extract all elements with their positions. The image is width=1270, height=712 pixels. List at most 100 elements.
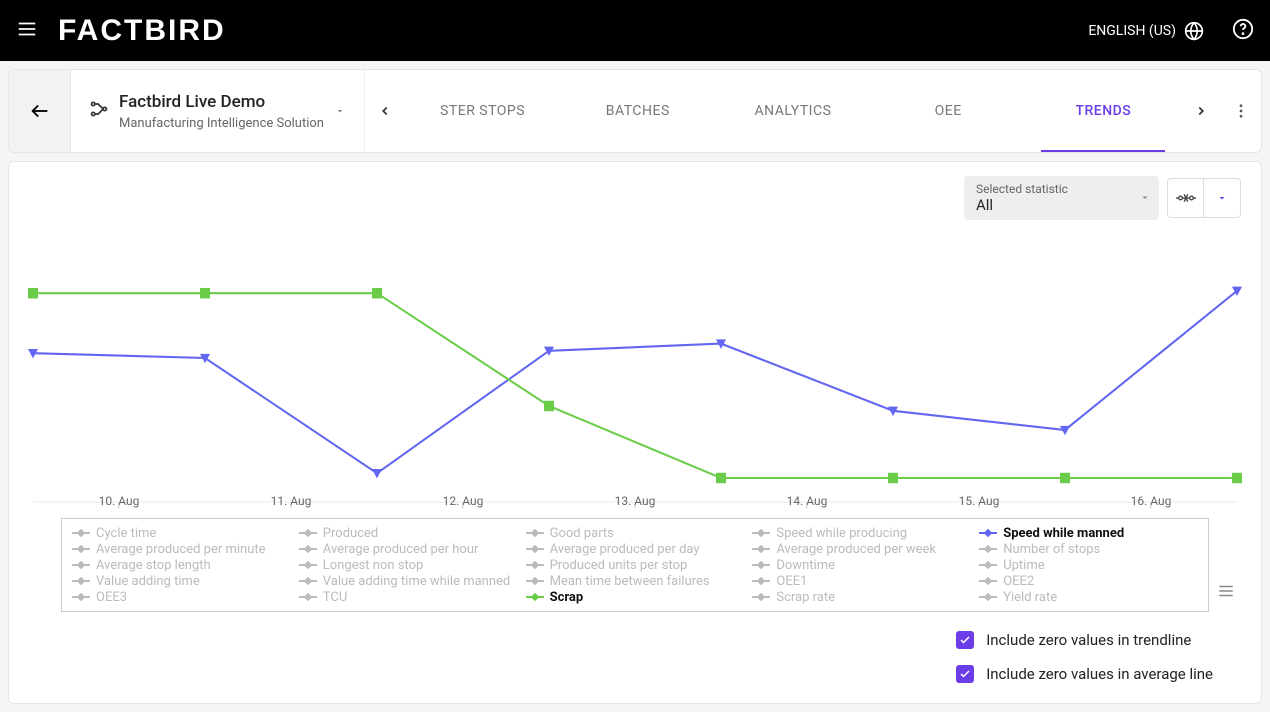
legend-item[interactable]: Value adding time bbox=[72, 573, 291, 589]
legend-marker-icon bbox=[752, 528, 770, 538]
legend-label: OEE2 bbox=[1003, 574, 1034, 589]
legend-marker-icon bbox=[979, 592, 997, 602]
legend-item[interactable]: Average produced per minute bbox=[72, 541, 291, 557]
legend-label: Good parts bbox=[550, 526, 614, 541]
legend-item[interactable]: Number of stops bbox=[979, 541, 1198, 557]
legend-item[interactable]: Average stop length bbox=[72, 557, 291, 573]
legend-label: TCU bbox=[323, 590, 347, 605]
legend-label: Speed while manned bbox=[1003, 526, 1124, 541]
tab-trends[interactable]: TRENDS bbox=[1026, 70, 1181, 152]
legend-label: Yield rate bbox=[1003, 590, 1057, 605]
legend-item[interactable]: Speed while producing bbox=[752, 525, 971, 541]
legend-label: Produced bbox=[323, 526, 378, 541]
tab-oee[interactable]: OEE bbox=[871, 70, 1026, 152]
legend-label: Scrap bbox=[550, 590, 584, 605]
line-selector[interactable]: Factbird Live Demo Manufacturing Intelli… bbox=[71, 70, 365, 152]
main-panel: Selected statistic All 10. Aug11. Aug12.… bbox=[8, 161, 1262, 704]
live-dropdown-button[interactable] bbox=[1204, 179, 1240, 217]
tab-bar: STER STOPS BATCHES ANALYTICS OEE TRENDS bbox=[365, 70, 1261, 152]
legend-label: Cycle time bbox=[96, 526, 156, 541]
legend-item[interactable]: Yield rate bbox=[979, 589, 1198, 605]
legend-item[interactable]: OEE2 bbox=[979, 573, 1198, 589]
legend-marker-icon bbox=[299, 576, 317, 586]
back-button[interactable] bbox=[9, 70, 71, 152]
legend-marker-icon bbox=[526, 544, 544, 554]
legend-item[interactable]: TCU bbox=[299, 589, 518, 605]
tab-batches[interactable]: BATCHES bbox=[560, 70, 715, 152]
legend-marker-icon bbox=[299, 528, 317, 538]
tabs-scroll-right[interactable] bbox=[1181, 104, 1221, 118]
chart-menu-icon[interactable] bbox=[1217, 582, 1235, 604]
legend-label: Average stop length bbox=[96, 558, 211, 573]
legend-item[interactable]: Average produced per day bbox=[526, 541, 745, 557]
x-axis-label: 16. Aug bbox=[1065, 494, 1237, 508]
statistic-select-label: Selected statistic bbox=[976, 182, 1129, 196]
live-icon bbox=[1175, 189, 1197, 207]
legend-marker-icon bbox=[752, 560, 770, 570]
trend-chart bbox=[33, 262, 1237, 502]
legend-marker-icon bbox=[72, 528, 90, 538]
legend-marker-icon bbox=[72, 576, 90, 586]
x-axis-label: 11. Aug bbox=[205, 494, 377, 508]
checkbox-checked-icon bbox=[956, 631, 974, 649]
x-axis-label: 15. Aug bbox=[893, 494, 1065, 508]
brand-logo: FACTBIRD bbox=[58, 14, 226, 48]
legend-item[interactable]: Average produced per week bbox=[752, 541, 971, 557]
legend-marker-icon bbox=[979, 576, 997, 586]
legend-marker-icon bbox=[979, 560, 997, 570]
legend-marker-icon bbox=[526, 592, 544, 602]
checkbox-checked-icon bbox=[956, 665, 974, 683]
statistic-select[interactable]: Selected statistic All bbox=[964, 176, 1159, 220]
legend-item[interactable]: Downtime bbox=[752, 557, 971, 573]
arrow-left-icon bbox=[29, 100, 51, 122]
legend-item[interactable]: Longest non stop bbox=[299, 557, 518, 573]
live-toggle-button[interactable] bbox=[1168, 179, 1204, 217]
legend-item[interactable]: Cycle time bbox=[72, 525, 291, 541]
legend-marker-icon bbox=[526, 560, 544, 570]
hamburger-menu-icon[interactable] bbox=[16, 18, 38, 44]
legend-marker-icon bbox=[299, 592, 317, 602]
legend-item[interactable]: Good parts bbox=[526, 525, 745, 541]
legend-item[interactable]: Value adding time while manned bbox=[299, 573, 518, 589]
legend-marker-icon bbox=[752, 544, 770, 554]
legend-item[interactable]: Mean time between failures bbox=[526, 573, 745, 589]
tabs-scroll-left[interactable] bbox=[365, 104, 405, 118]
legend-marker-icon bbox=[72, 544, 90, 554]
chevron-down-icon bbox=[1216, 192, 1228, 204]
chart-x-axis: 10. Aug11. Aug12. Aug13. Aug14. Aug15. A… bbox=[33, 494, 1237, 508]
tab-ster-stops[interactable]: STER STOPS bbox=[405, 70, 560, 152]
legend-item[interactable]: Speed while manned bbox=[979, 525, 1198, 541]
legend-label: Produced units per stop bbox=[550, 558, 688, 573]
legend-marker-icon bbox=[299, 544, 317, 554]
x-axis-label: 12. Aug bbox=[377, 494, 549, 508]
legend-marker-icon bbox=[526, 528, 544, 538]
legend-label: Average produced per week bbox=[776, 542, 936, 557]
help-icon[interactable] bbox=[1232, 18, 1254, 44]
legend-item[interactable]: Produced units per stop bbox=[526, 557, 745, 573]
chevron-down-icon bbox=[1139, 189, 1151, 208]
tabs-more-menu[interactable] bbox=[1221, 102, 1261, 120]
include-zero-trendline-checkbox[interactable]: Include zero values in trendline bbox=[956, 631, 1213, 649]
legend-item[interactable]: Average produced per hour bbox=[299, 541, 518, 557]
legend-label: Speed while producing bbox=[776, 526, 907, 541]
legend-label: Downtime bbox=[776, 558, 835, 573]
language-selector[interactable]: ENGLISH (US) bbox=[1088, 21, 1204, 41]
include-zero-average-checkbox[interactable]: Include zero values in average line bbox=[956, 665, 1213, 683]
legend-item[interactable]: OEE1 bbox=[752, 573, 971, 589]
legend-item[interactable]: Uptime bbox=[979, 557, 1198, 573]
sub-header: Factbird Live Demo Manufacturing Intelli… bbox=[8, 69, 1262, 153]
tab-analytics[interactable]: ANALYTICS bbox=[715, 70, 870, 152]
line-title: Factbird Live Demo bbox=[119, 92, 265, 112]
legend-label: Uptime bbox=[1003, 558, 1044, 573]
legend-label: Longest non stop bbox=[323, 558, 424, 573]
language-label: ENGLISH (US) bbox=[1088, 23, 1176, 39]
topbar: FACTBIRD ENGLISH (US) bbox=[0, 0, 1270, 61]
legend-item[interactable]: Scrap bbox=[526, 589, 745, 605]
legend-marker-icon bbox=[979, 528, 997, 538]
x-axis-label: 10. Aug bbox=[33, 494, 205, 508]
legend-item[interactable]: Produced bbox=[299, 525, 518, 541]
x-axis-label: 13. Aug bbox=[549, 494, 721, 508]
legend-item[interactable]: Scrap rate bbox=[752, 589, 971, 605]
globe-icon bbox=[1184, 21, 1204, 41]
legend-item[interactable]: OEE3 bbox=[72, 589, 291, 605]
